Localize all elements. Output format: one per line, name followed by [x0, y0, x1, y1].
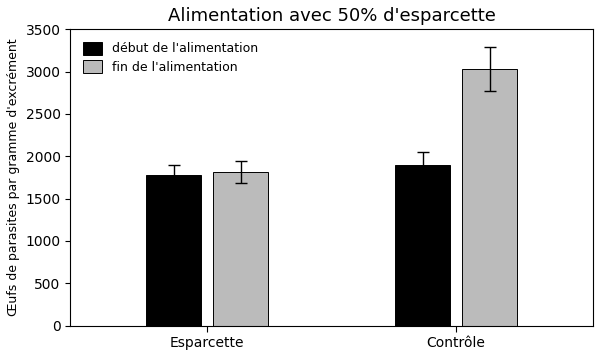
Bar [214, 171, 268, 326]
Legend: début de l'alimentation, fin de l'alimentation: début de l'alimentation, fin de l'alimen… [77, 36, 264, 80]
Bar [463, 69, 517, 326]
Title: Alimentation avec 50% d'esparcette: Alimentation avec 50% d'esparcette [168, 7, 496, 25]
Bar [146, 175, 201, 326]
Y-axis label: Œufs de parasites par gramme d'excrément: Œufs de parasites par gramme d'excrément [7, 39, 20, 316]
Bar [395, 165, 450, 326]
